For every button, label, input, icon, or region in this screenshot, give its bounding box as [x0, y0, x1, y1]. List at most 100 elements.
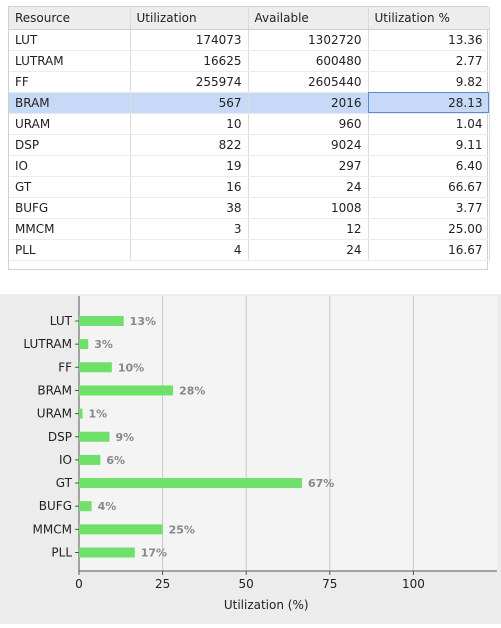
cell-available[interactable]: 960: [248, 113, 369, 135]
table-row[interactable]: GT 16 24 66.67: [9, 176, 490, 198]
cell-utilization[interactable]: 567: [130, 92, 249, 114]
bar-uram[interactable]: [79, 408, 83, 419]
bar-gt[interactable]: [79, 478, 302, 489]
table-row[interactable]: URAM 10 960 1.04: [9, 113, 490, 135]
y-category-label: FF: [58, 360, 72, 374]
cell-resource[interactable]: DSP: [9, 134, 131, 156]
x-tick-label: 75: [322, 577, 337, 591]
cell-resource[interactable]: LUT: [9, 29, 131, 51]
cell-resource[interactable]: MMCM: [9, 218, 131, 240]
table-row[interactable]: FF 255974 2605440 9.82: [9, 71, 490, 93]
bar-value-label: 13%: [130, 315, 156, 328]
bar-mmcm[interactable]: [79, 524, 163, 535]
cell-utilization-pct[interactable]: 16.67: [368, 239, 490, 261]
cell-available[interactable]: 1302720: [248, 29, 369, 51]
cell-utilization[interactable]: 16625: [130, 50, 249, 72]
cell-utilization-pct[interactable]: 66.67: [368, 176, 490, 198]
cell-utilization-pct[interactable]: 9.11: [368, 134, 490, 156]
cell-available[interactable]: 24: [248, 239, 369, 261]
table-row[interactable]: DSP 822 9024 9.11: [9, 134, 490, 156]
x-tick-label: 0: [75, 577, 83, 591]
bar-lutram[interactable]: [79, 339, 89, 350]
cell-utilization-pct[interactable]: 3.77: [368, 197, 490, 219]
y-category-label: LUT: [50, 314, 73, 328]
bar-value-label: 25%: [169, 523, 195, 536]
cell-utilization[interactable]: 38: [130, 197, 249, 219]
cell-utilization-pct[interactable]: 1.04: [368, 113, 490, 135]
x-tick-label: 100: [402, 577, 425, 591]
utilization-table: Resource Utilization Available Utilizati…: [9, 7, 490, 261]
cell-available[interactable]: 9024: [248, 134, 369, 156]
y-category-label: BUFG: [39, 499, 72, 513]
bar-value-label: 6%: [106, 454, 125, 467]
cell-resource[interactable]: BUFG: [9, 197, 131, 219]
bar-value-label: 67%: [308, 477, 334, 490]
cell-utilization-pct[interactable]: 9.82: [368, 71, 490, 93]
cell-available[interactable]: 2016: [248, 92, 369, 114]
cell-resource[interactable]: GT: [9, 176, 131, 198]
column-header-utilization[interactable]: Utilization: [130, 7, 249, 30]
cell-utilization[interactable]: 4: [130, 239, 249, 261]
bar-pll[interactable]: [79, 547, 135, 558]
table-row[interactable]: MMCM 3 12 25.00: [9, 218, 490, 240]
cell-utilization-pct[interactable]: 25.00: [368, 218, 490, 240]
table-header-row: Resource Utilization Available Utilizati…: [9, 7, 490, 30]
cell-utilization-pct[interactable]: 28.13: [368, 92, 490, 114]
bar-value-label: 3%: [94, 338, 113, 351]
x-tick-label: 50: [239, 577, 254, 591]
utilization-table-panel: Resource Utilization Available Utilizati…: [8, 6, 490, 270]
cell-resource[interactable]: IO: [9, 155, 131, 177]
cell-resource[interactable]: PLL: [9, 239, 131, 261]
bar-value-label: 10%: [118, 361, 144, 374]
cell-available[interactable]: 297: [248, 155, 369, 177]
y-category-label: DSP: [48, 430, 72, 444]
bar-bufg[interactable]: [79, 501, 92, 512]
cell-resource[interactable]: BRAM: [9, 92, 131, 114]
cell-utilization[interactable]: 174073: [130, 29, 249, 51]
table-row[interactable]: LUTRAM 16625 600480 2.77: [9, 50, 490, 72]
cell-utilization[interactable]: 10: [130, 113, 249, 135]
cell-available[interactable]: 600480: [248, 50, 369, 72]
y-category-label: BRAM: [37, 383, 72, 397]
bar-bram[interactable]: [79, 385, 174, 396]
y-category-label: LUTRAM: [23, 337, 72, 351]
cell-available[interactable]: 12: [248, 218, 369, 240]
column-header-resource[interactable]: Resource: [9, 7, 131, 30]
bar-io[interactable]: [79, 454, 101, 465]
cell-utilization[interactable]: 16: [130, 176, 249, 198]
column-header-utilization-pct[interactable]: Utilization %: [368, 7, 490, 30]
table-row[interactable]: PLL 4 24 16.67: [9, 239, 490, 261]
cell-available[interactable]: 1008: [248, 197, 369, 219]
cell-utilization[interactable]: 822: [130, 134, 249, 156]
y-category-label: MMCM: [33, 522, 72, 536]
table-row[interactable]: LUT 174073 1302720 13.36: [9, 29, 490, 51]
cell-resource[interactable]: LUTRAM: [9, 50, 131, 72]
table-row[interactable]: BRAM 567 2016 28.13: [9, 92, 490, 114]
bar-value-label: 17%: [141, 547, 167, 560]
x-tick-label: 25: [155, 577, 170, 591]
bar-value-label: 28%: [179, 384, 205, 397]
bar-value-label: 4%: [98, 500, 117, 513]
bar-ff[interactable]: [79, 362, 112, 373]
cell-utilization[interactable]: 3: [130, 218, 249, 240]
cell-available[interactable]: 2605440: [248, 71, 369, 93]
cell-utilization-pct[interactable]: 6.40: [368, 155, 490, 177]
cell-utilization[interactable]: 19: [130, 155, 249, 177]
y-category-label: GT: [56, 476, 73, 490]
bar-dsp[interactable]: [79, 431, 110, 442]
column-header-available[interactable]: Available: [248, 7, 369, 30]
table-row[interactable]: IO 19 297 6.40: [9, 155, 490, 177]
y-category-label: PLL: [51, 546, 72, 560]
bar-lut[interactable]: [79, 316, 124, 326]
x-axis-title: Utilization (%): [224, 598, 309, 612]
y-category-label: IO: [59, 453, 72, 467]
utilization-bar-chart: 0 25 50 75 100 LUT 13% LUTRAM 3% FF 10% BRAM 28% URAM…: [23, 296, 497, 612]
cell-resource[interactable]: FF: [9, 71, 131, 93]
cell-resource[interactable]: URAM: [9, 113, 131, 135]
cell-available[interactable]: 24: [248, 176, 369, 198]
cell-utilization-pct[interactable]: 2.77: [368, 50, 490, 72]
cell-utilization-pct[interactable]: 13.36: [368, 29, 490, 51]
cell-utilization[interactable]: 255974: [130, 71, 249, 93]
table-row[interactable]: BUFG 38 1008 3.77: [9, 197, 490, 219]
y-category-label: URAM: [37, 407, 72, 421]
